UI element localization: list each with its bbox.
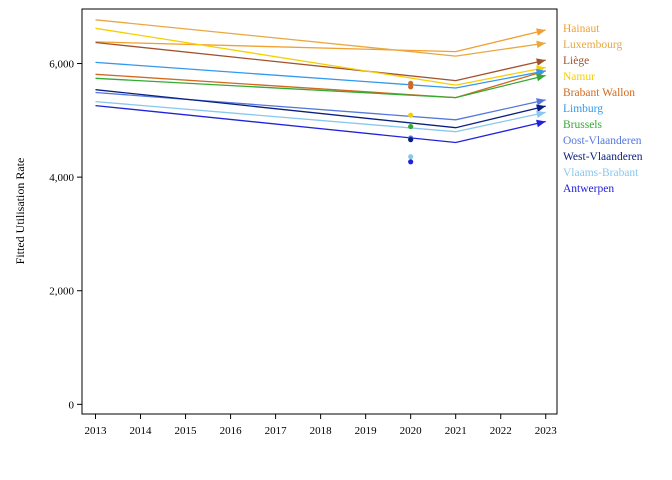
x-tick-label: 2014 xyxy=(130,425,153,437)
x-tick-label: 2016 xyxy=(220,425,243,437)
legend-label: Limburg xyxy=(563,103,603,115)
series-line xyxy=(95,29,546,53)
y-tick-label: 2,000 xyxy=(49,286,74,298)
observed-point xyxy=(408,123,414,130)
series-arrowhead xyxy=(536,73,546,82)
series-arrowhead xyxy=(536,58,546,66)
observed-point xyxy=(408,137,414,143)
legend-label: Hainaut xyxy=(563,23,600,35)
x-tick-label: 2015 xyxy=(175,425,198,437)
observed-points xyxy=(408,80,414,165)
legend: Hainaut Luxembourg Liège Namur Brabant Wallo… xyxy=(563,23,643,195)
legend-label: Namur xyxy=(563,71,595,83)
legend-label: Vlaams-Brabant xyxy=(563,167,639,179)
y-tick-label: 4,000 xyxy=(49,172,74,184)
y-tick-label: 0 xyxy=(69,399,75,411)
legend-label: Oost-Vlaanderen xyxy=(563,135,642,147)
series-arrowhead xyxy=(536,40,546,49)
series-arrowhead xyxy=(536,110,546,118)
series-line xyxy=(95,27,546,86)
series-line xyxy=(95,41,546,82)
x-tick-label: 2020 xyxy=(400,425,423,437)
legend-label: Liège xyxy=(563,55,589,67)
legend-label: Brabant Wallon xyxy=(563,87,635,99)
x-tick-label: 2019 xyxy=(355,425,378,437)
legend-label: West-Vlaanderen xyxy=(563,151,643,163)
series-line xyxy=(95,74,546,99)
series-lines xyxy=(95,19,546,144)
series-line xyxy=(95,61,546,89)
legend-label: Brussels xyxy=(563,119,603,131)
series-arrowhead xyxy=(536,104,546,112)
x-tick-label: 2023 xyxy=(535,425,558,437)
observed-point xyxy=(408,112,414,118)
observed-point xyxy=(408,154,414,160)
series-line xyxy=(95,91,546,121)
y-axis-title: Fitted Utilisation Rate xyxy=(13,158,27,265)
series-arrowhead xyxy=(536,28,546,36)
series-line xyxy=(95,19,546,57)
series-line xyxy=(95,100,546,133)
x-tick-label: 2021 xyxy=(445,425,467,437)
series-arrowhead xyxy=(536,98,546,106)
x-tick-label: 2018 xyxy=(310,425,333,437)
legend-label: Antwerpen xyxy=(563,183,614,195)
series-line xyxy=(95,89,546,129)
plot-frame xyxy=(81,8,558,415)
y-ticks: 0 2,000 4,000 6,000 xyxy=(49,59,82,411)
series-line xyxy=(95,104,546,144)
x-ticks: 2013 2014 2015 2016 2017 2018 2019 2020 2021 2022… xyxy=(85,414,558,437)
x-tick-label: 2022 xyxy=(490,425,512,437)
series-arrowhead xyxy=(536,119,546,128)
observed-point xyxy=(408,159,414,165)
x-tick-label: 2013 xyxy=(85,425,108,437)
observed-point xyxy=(408,84,414,90)
y-tick-label: 6,000 xyxy=(49,59,74,71)
x-tick-label: 2017 xyxy=(265,425,288,437)
legend-label: Luxembourg xyxy=(563,39,622,51)
